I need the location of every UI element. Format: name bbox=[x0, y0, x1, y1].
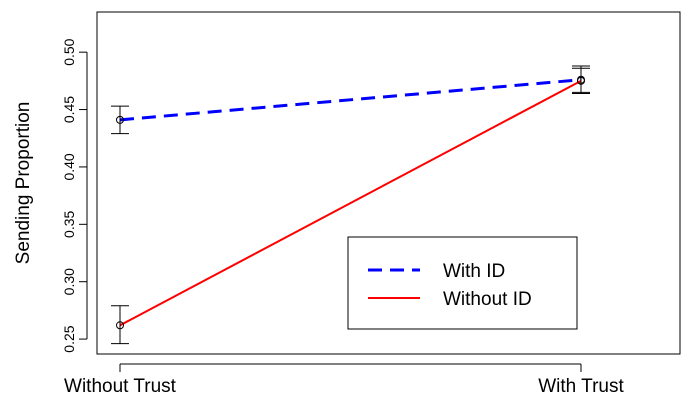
x-tick-label: With Trust bbox=[538, 376, 624, 397]
legend-label-without-id: Without ID bbox=[443, 289, 532, 310]
x-tick-label: Without Trust bbox=[64, 376, 177, 397]
y-tick-label: 0.35 bbox=[61, 210, 77, 237]
y-tick-label: 0.45 bbox=[61, 96, 77, 123]
data-point bbox=[116, 115, 124, 124]
plot-frame bbox=[96, 11, 681, 355]
x-axis: Without Trust With Trust bbox=[64, 363, 624, 397]
y-tick-label: 0.30 bbox=[61, 268, 77, 295]
y-axis-label: Sending Proportion bbox=[13, 102, 34, 265]
legend-box bbox=[347, 236, 578, 330]
series-line-0 bbox=[119, 78, 582, 122]
y-axis: 0.25 0.30 0.35 0.40 0.45 0.50 bbox=[61, 38, 88, 353]
series-layer bbox=[111, 65, 590, 345]
y-tick-label: 0.50 bbox=[61, 38, 77, 65]
series-line-1 bbox=[119, 79, 582, 327]
y-tick-label: 0.25 bbox=[61, 325, 77, 352]
data-point bbox=[577, 76, 585, 85]
legend-label-with-id: With ID bbox=[443, 261, 505, 282]
data-point bbox=[116, 321, 124, 330]
y-tick-label: 0.40 bbox=[61, 153, 77, 180]
legend: With ID Without ID bbox=[347, 236, 578, 330]
